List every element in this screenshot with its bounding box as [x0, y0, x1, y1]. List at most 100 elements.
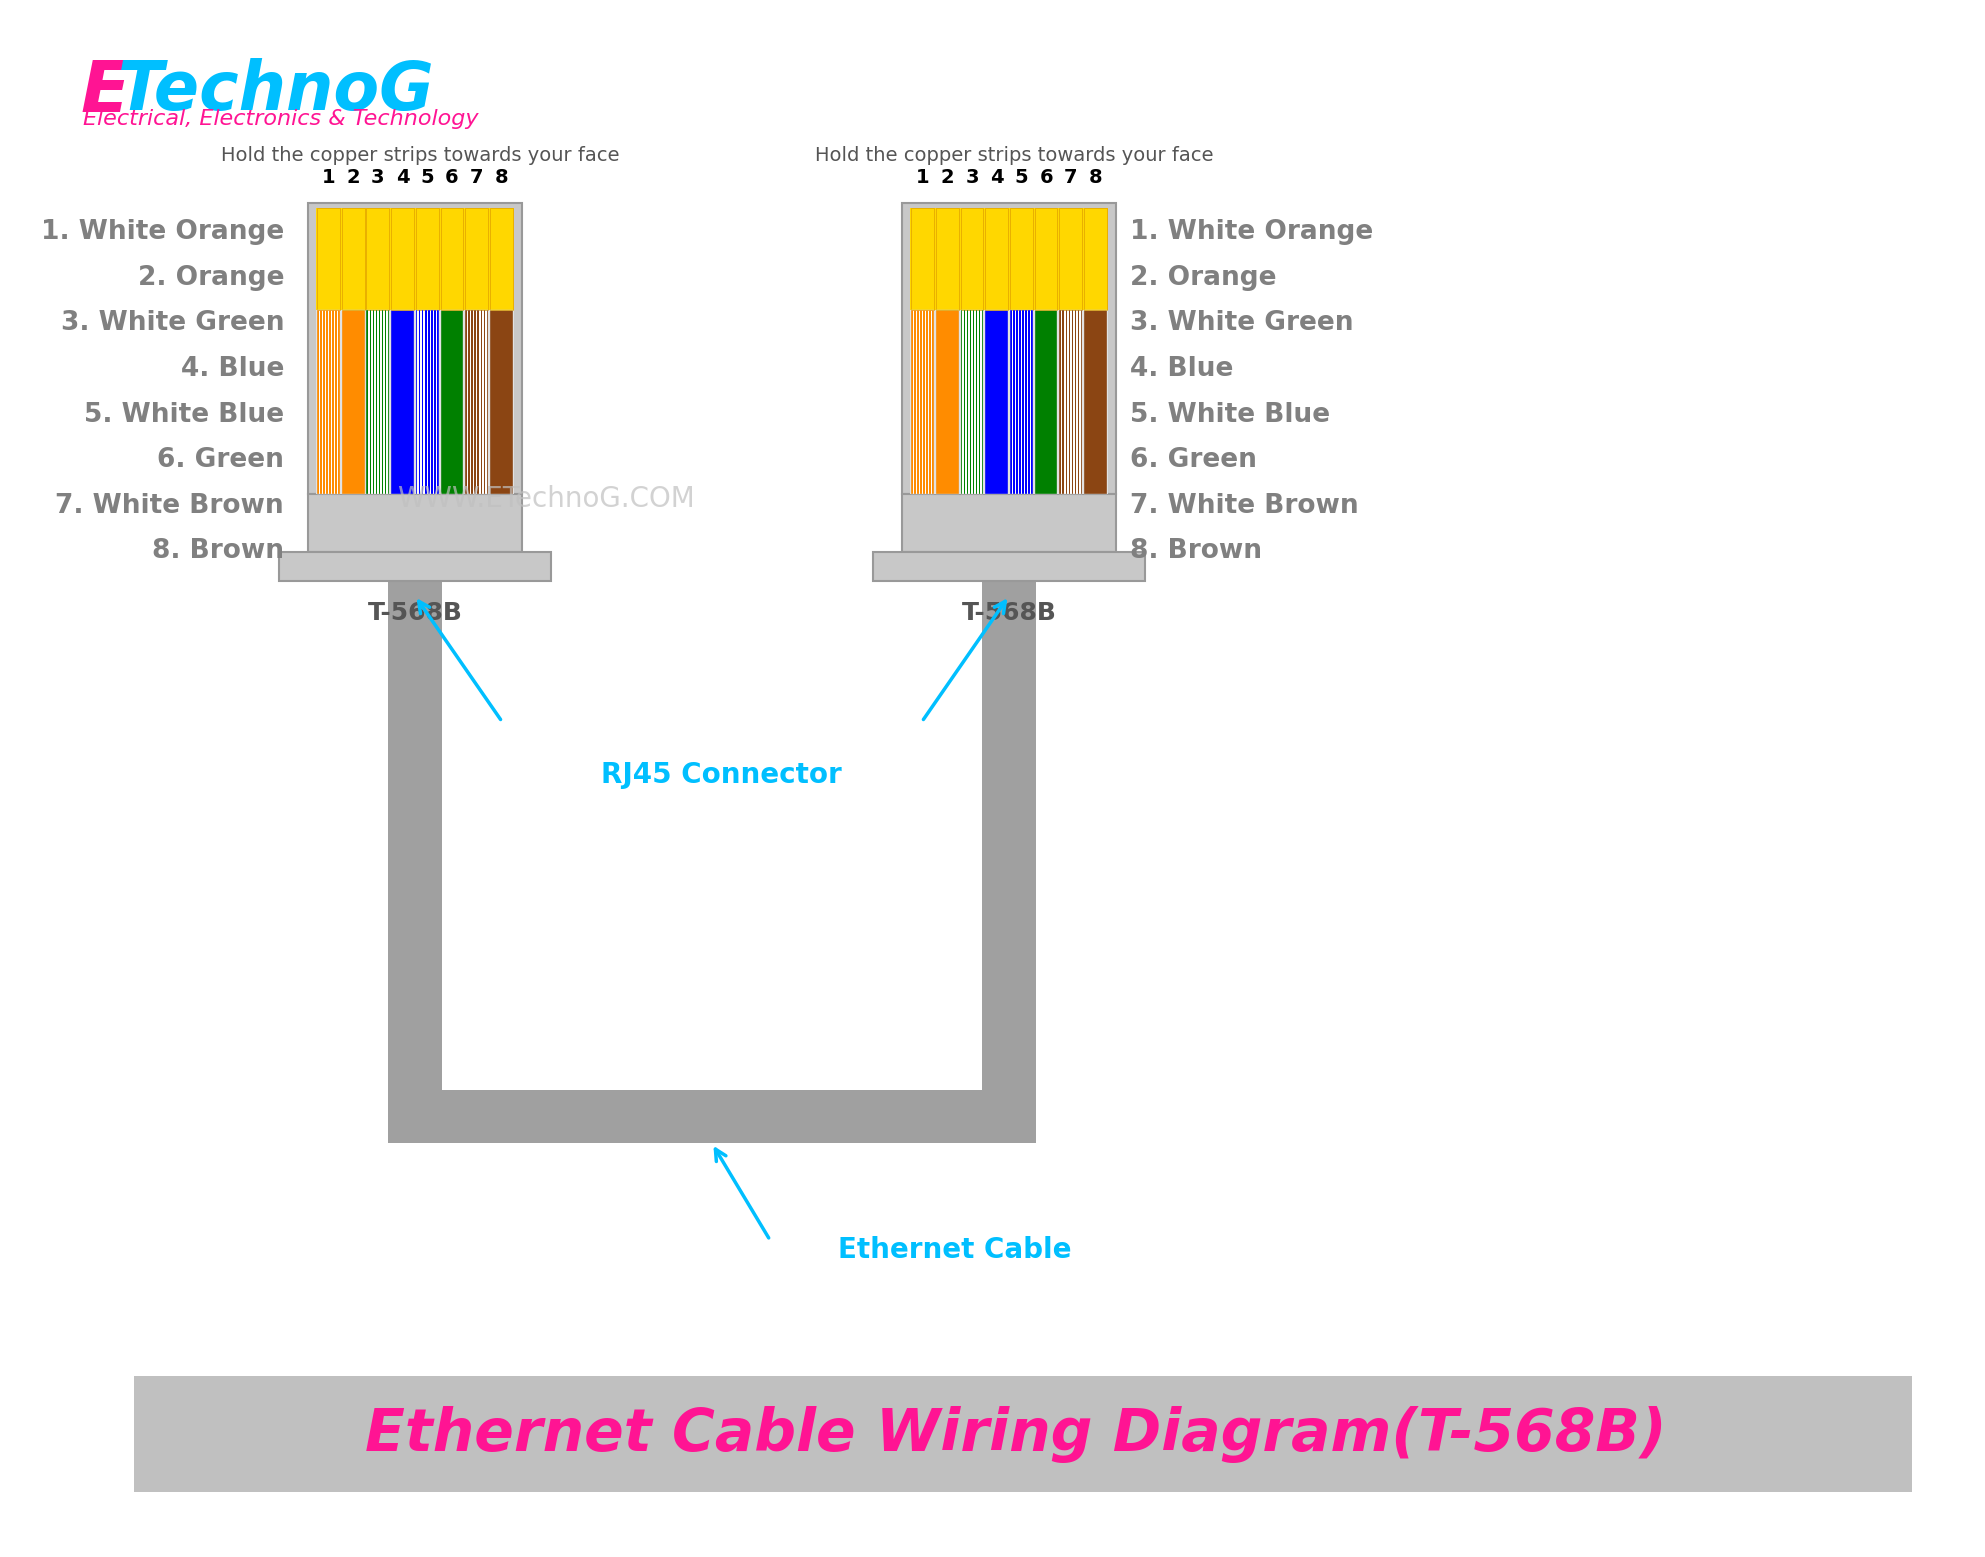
- Bar: [1060, 310, 1082, 494]
- Bar: [1010, 310, 1032, 494]
- Bar: [367, 310, 389, 494]
- Bar: [961, 310, 983, 494]
- Bar: [318, 310, 339, 494]
- Bar: [308, 494, 522, 553]
- Text: 6: 6: [1040, 168, 1052, 187]
- Text: 4. Blue: 4. Blue: [1129, 357, 1233, 381]
- Text: 3: 3: [371, 168, 385, 187]
- Bar: [280, 553, 550, 581]
- Text: 2: 2: [941, 168, 955, 187]
- Text: 2. Orange: 2. Orange: [1129, 265, 1276, 291]
- Text: T-568B: T-568B: [961, 601, 1056, 624]
- Text: 6. Green: 6. Green: [157, 447, 284, 473]
- Bar: [367, 310, 389, 494]
- Bar: [1084, 310, 1108, 494]
- Bar: [903, 494, 1116, 553]
- Bar: [903, 204, 1116, 494]
- Bar: [318, 310, 339, 494]
- Text: 4: 4: [395, 168, 409, 187]
- Text: 4. Blue: 4. Blue: [181, 357, 284, 381]
- Bar: [1010, 209, 1032, 310]
- Bar: [341, 310, 365, 494]
- Bar: [1034, 209, 1058, 310]
- Bar: [490, 310, 512, 494]
- Bar: [441, 310, 463, 494]
- Text: 1: 1: [322, 168, 335, 187]
- Bar: [911, 209, 933, 310]
- Text: 5: 5: [421, 168, 435, 187]
- Text: 3. White Green: 3. White Green: [1129, 310, 1354, 336]
- Bar: [985, 310, 1008, 494]
- Text: 1: 1: [915, 168, 929, 187]
- Text: Ethernet Cable Wiring Diagram(T-568B): Ethernet Cable Wiring Diagram(T-568B): [365, 1406, 1667, 1462]
- Text: 5. White Blue: 5. White Blue: [83, 402, 284, 428]
- Bar: [391, 310, 415, 494]
- Bar: [985, 310, 1008, 494]
- Bar: [873, 553, 1145, 581]
- Text: 2. Orange: 2. Orange: [137, 265, 284, 291]
- Bar: [935, 310, 959, 494]
- Bar: [490, 209, 512, 310]
- Text: Hold the copper strips towards your face: Hold the copper strips towards your face: [220, 145, 619, 165]
- Bar: [1034, 310, 1058, 494]
- Bar: [1084, 310, 1108, 494]
- Bar: [911, 310, 1108, 494]
- Bar: [961, 209, 983, 310]
- Text: 6. Green: 6. Green: [1129, 447, 1257, 473]
- Bar: [367, 209, 389, 310]
- Bar: [417, 209, 439, 310]
- Text: Ethernet Cable: Ethernet Cable: [838, 1236, 1072, 1264]
- Bar: [341, 310, 365, 494]
- Text: 5. White Blue: 5. White Blue: [1129, 402, 1330, 428]
- Text: 7: 7: [470, 168, 484, 187]
- Text: 7. White Brown: 7. White Brown: [56, 492, 284, 518]
- Bar: [308, 204, 522, 494]
- Bar: [133, 1376, 1912, 1492]
- Text: 7. White Brown: 7. White Brown: [1129, 492, 1360, 518]
- Text: 2: 2: [345, 168, 359, 187]
- Text: 3. White Green: 3. White Green: [62, 310, 284, 336]
- Text: T-568B: T-568B: [367, 601, 463, 624]
- Bar: [911, 310, 933, 494]
- Bar: [391, 209, 415, 310]
- Bar: [316, 310, 514, 494]
- Bar: [935, 209, 959, 310]
- Bar: [490, 310, 512, 494]
- Bar: [389, 1090, 1036, 1143]
- Bar: [935, 310, 959, 494]
- Bar: [983, 581, 1036, 1090]
- Bar: [464, 310, 488, 494]
- Bar: [417, 310, 439, 494]
- Text: 8. Brown: 8. Brown: [153, 539, 284, 564]
- Text: 1. White Orange: 1. White Orange: [1129, 220, 1374, 246]
- Bar: [417, 310, 439, 494]
- Bar: [464, 310, 488, 494]
- Text: Electrical, Electronics & Technology: Electrical, Electronics & Technology: [83, 109, 478, 129]
- Text: 1. White Orange: 1. White Orange: [42, 220, 284, 246]
- Text: Hold the copper strips towards your face: Hold the copper strips towards your face: [814, 145, 1213, 165]
- Text: 8: 8: [494, 168, 508, 187]
- Bar: [1060, 209, 1082, 310]
- Bar: [441, 209, 463, 310]
- Text: E: E: [81, 58, 129, 128]
- Text: 7: 7: [1064, 168, 1078, 187]
- Bar: [464, 209, 488, 310]
- Bar: [1010, 310, 1032, 494]
- Text: 8. Brown: 8. Brown: [1129, 539, 1262, 564]
- Bar: [911, 310, 933, 494]
- Bar: [318, 209, 339, 310]
- Bar: [391, 310, 415, 494]
- Bar: [1084, 209, 1108, 310]
- Text: WWW.ETechnoG.COM: WWW.ETechnoG.COM: [397, 484, 695, 512]
- Text: 4: 4: [991, 168, 1004, 187]
- Bar: [911, 209, 1108, 310]
- Bar: [441, 310, 463, 494]
- Text: 5: 5: [1014, 168, 1028, 187]
- Text: 8: 8: [1088, 168, 1102, 187]
- Bar: [985, 209, 1008, 310]
- Bar: [1034, 310, 1058, 494]
- Bar: [1060, 310, 1082, 494]
- Bar: [316, 209, 514, 310]
- Text: 3: 3: [965, 168, 979, 187]
- Bar: [341, 209, 365, 310]
